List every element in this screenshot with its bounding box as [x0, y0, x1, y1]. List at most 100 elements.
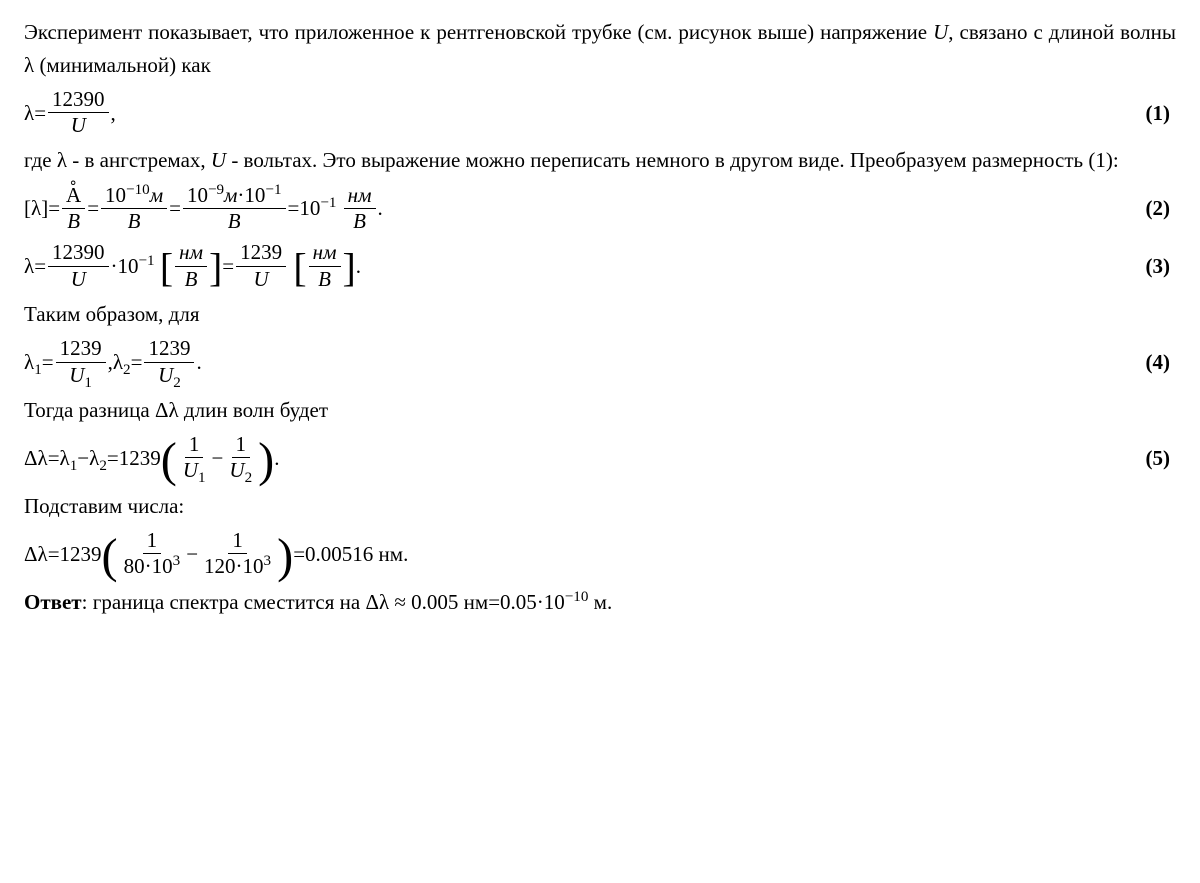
var-lambda: λ	[57, 148, 67, 172]
fraction-B: 1 U2	[225, 432, 256, 483]
equals: =	[34, 97, 46, 130]
unit-fraction-1: нм В	[175, 240, 207, 291]
denominator: U	[250, 267, 273, 292]
answer-label: Ответ	[24, 590, 82, 614]
var-lambda: λ	[24, 53, 34, 77]
equation-1: λ = 12390 U , (1)	[24, 87, 1176, 138]
denominator: В	[181, 267, 202, 292]
equals: =	[107, 442, 119, 475]
lambda-1: λ1	[24, 346, 42, 379]
text: Таким образом, для	[24, 302, 200, 326]
value-1: 0.005 нм	[411, 590, 488, 614]
fraction-unit: нм В	[344, 183, 376, 234]
denominator: В	[349, 209, 370, 234]
denominator: U2	[225, 458, 256, 483]
lambda: λ	[24, 97, 34, 130]
open-bracket: [	[24, 192, 31, 225]
value-2: 0.05·10−10 м	[500, 590, 607, 614]
rhs: 10−1	[299, 192, 336, 225]
lambda-1: λ1	[60, 442, 78, 475]
numerator: 1	[232, 432, 251, 458]
numerator: нм	[344, 183, 376, 209]
equals: =	[42, 346, 54, 379]
delta-lambda: Δλ	[24, 538, 48, 571]
fraction: 12390 U	[48, 87, 109, 138]
fraction-3: 10−9м·10−1 В	[183, 183, 286, 234]
numerator: 1	[228, 528, 247, 554]
base: 10	[244, 183, 265, 207]
close-paren-icon: )	[258, 442, 274, 481]
minus: −	[212, 442, 224, 475]
equals: =	[488, 590, 500, 614]
equation-number: (4)	[1146, 346, 1177, 379]
difference-paragraph: Тогда разница Δλ длин волн будет	[24, 394, 1176, 427]
text: (минимальной) как	[34, 53, 211, 77]
period: .	[378, 192, 383, 225]
therefore-paragraph: Таким образом, для	[24, 298, 1176, 331]
equals: =	[48, 442, 60, 475]
equation-6-body: Δλ = 1239 ( 1 80·103 − 1 120·103 ) = 0.0…	[24, 528, 408, 579]
lambda: λ	[24, 250, 34, 283]
minus: −	[186, 538, 198, 571]
close-bracket-icon: ]	[343, 252, 356, 284]
fraction-A: 1 U1	[179, 432, 210, 483]
text: - в ангстремах,	[67, 148, 211, 172]
unit-m: м	[150, 183, 163, 207]
var-U: U	[933, 20, 948, 44]
unit-m: м	[224, 183, 237, 207]
lambda-2: λ2	[89, 442, 107, 475]
numerator: 12390	[48, 240, 109, 266]
base: 10	[118, 254, 139, 278]
numerator: 10−9м·10−1	[183, 183, 286, 209]
text: граница спектра сместится на	[93, 590, 366, 614]
open-paren-icon: (	[102, 538, 118, 577]
denominator: В	[124, 209, 145, 234]
period: .	[274, 442, 279, 475]
fraction-2: 1239 U2	[144, 336, 194, 387]
result: 0.00516 нм	[305, 538, 403, 571]
equation-5-body: Δλ = λ1 − λ2 = 1239 ( 1 U1 − 1 U2 ) .	[24, 432, 279, 483]
text: Подставим числа:	[24, 494, 184, 518]
intro-paragraph: Эксперимент показывает, что приложенное …	[24, 16, 1176, 81]
close-bracket: ]	[41, 192, 48, 225]
base: 10	[105, 183, 126, 207]
equation-4: λ1 = 1239 U1 , λ2 = 1239 U2 . (4)	[24, 336, 1176, 387]
equation-3: λ = 12390 U · 10−1 [ нм В ] = 1239 U [ н…	[24, 240, 1176, 291]
lambda: λ	[31, 192, 41, 225]
period: .	[403, 538, 408, 571]
equals: =	[222, 250, 234, 283]
fraction-1: 1239 U1	[56, 336, 106, 387]
equals: =	[169, 192, 181, 225]
ten-exp: 10−1	[118, 250, 155, 283]
dot: ·	[111, 250, 118, 283]
numerator: 1	[143, 528, 162, 554]
equals: =	[87, 192, 99, 225]
approx: ≈	[389, 590, 411, 614]
denominator: U2	[154, 363, 185, 388]
equation-number: (5)	[1146, 442, 1177, 475]
denominator: U1	[179, 458, 210, 483]
substitute-paragraph: Подставим числа:	[24, 490, 1176, 523]
numerator: 10−10м	[101, 183, 167, 209]
numerator: 12390	[48, 87, 109, 113]
equals: =	[293, 538, 305, 571]
equation-number: (2)	[1146, 192, 1177, 225]
text: длин волн будет	[179, 398, 328, 422]
equals: =	[48, 538, 60, 571]
equation-number: (1)	[1146, 97, 1177, 130]
exponent: −1	[320, 195, 336, 211]
numerator: 1	[185, 432, 204, 458]
coefficient: 1239	[60, 538, 102, 571]
fraction-A: 1 80·103	[120, 528, 185, 579]
minus: −	[77, 442, 89, 475]
equation-4-body: λ1 = 1239 U1 , λ2 = 1239 U2 .	[24, 336, 202, 387]
period: .	[356, 250, 361, 283]
numerator: A∘	[62, 183, 85, 209]
denominator: В	[63, 209, 84, 234]
comma: ,	[111, 97, 116, 130]
delta-lambda: Δλ	[24, 442, 48, 475]
equation-2-body: [λ] = A∘ В = 10−10м В = 10−9м·10−1 В = 1…	[24, 183, 383, 234]
exponent: −9	[208, 182, 224, 198]
var-U: U	[211, 148, 226, 172]
numerator: нм	[175, 240, 207, 266]
